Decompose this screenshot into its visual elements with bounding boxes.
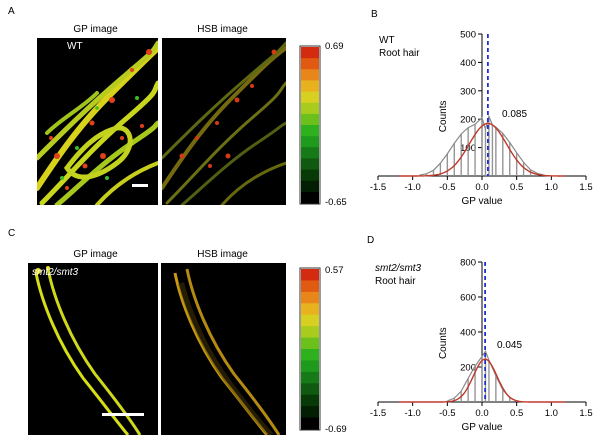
x-tick-label: 0.0 [475, 182, 488, 193]
x-axis-label: GP value [462, 196, 503, 207]
colorbar-segment [301, 371, 319, 384]
colorbar-segment [301, 47, 319, 59]
gaussian-fit-curve [398, 122, 566, 177]
label-root-hair-b: Root hair [379, 48, 420, 59]
label-root-hair-d: Root hair [375, 276, 416, 287]
colorbar-segment [301, 269, 319, 282]
gp-image-smt-graphic [34, 266, 142, 435]
colorbar-segment [301, 383, 319, 396]
colorbar-segment [301, 314, 319, 327]
colorbar-segment [301, 406, 319, 419]
scale-bar-a [132, 184, 148, 187]
panel-letter-b: B [371, 9, 378, 20]
hsb-image-wt [162, 38, 286, 205]
colorbar-segment [301, 80, 319, 93]
panel-letter-d: D [367, 235, 375, 246]
gp-image-wt-graphic [37, 40, 158, 205]
hsb-image-wt-graphic [162, 41, 286, 205]
x-tick-label: -1.5 [370, 408, 386, 419]
y-axis-label: Counts [438, 101, 449, 133]
y-tick-label: 400 [460, 328, 476, 339]
colorbar-segment [301, 349, 319, 362]
panel-letter-c: C [8, 228, 16, 239]
hsb-image-smt [161, 263, 286, 435]
hsb-image-title-a: HSB image [197, 24, 248, 35]
histogram-d: -1.5 -1.0 -0.5 0.0 0.5 1.0 1.5 200 400 600 800 GP v… [370, 258, 593, 434]
label-smt-d: smt2/smt3 [375, 263, 422, 274]
y-tick-label: 200 [460, 115, 476, 126]
colorbar-segment [301, 113, 319, 126]
x-tick-label: -0.5 [439, 182, 455, 193]
x-tick-label: 0.5 [510, 182, 523, 193]
y-tick-label: 600 [460, 293, 476, 304]
x-tick-label: 1.5 [579, 182, 592, 193]
colorbar-segment [301, 394, 319, 407]
x-tick-label: 0.5 [510, 408, 523, 419]
colorbar-segment [301, 360, 319, 373]
colorbar-segment [301, 102, 319, 115]
mean-annotation-d: 0.045 [497, 340, 523, 351]
y-tick-label: 300 [460, 86, 476, 97]
sample-label-wt: WT [67, 41, 83, 52]
colorbar-segment [301, 158, 319, 171]
colorbar-segment [301, 136, 319, 148]
mean-annotation-b: 0.085 [502, 109, 528, 120]
panel-letter-a: A [8, 6, 15, 17]
histogram-b: -1.5-1.0-0.50.00.51.01.5100200300400500G… [370, 30, 593, 208]
colorbar-segment [301, 291, 319, 304]
hsb-image-smt-graphic [173, 268, 281, 435]
colorbar-segment [301, 125, 319, 137]
colorbar-segment [301, 280, 319, 293]
colorbar-segment [301, 91, 319, 104]
label-wt-b: WT [379, 35, 395, 46]
gaussian-fit-curve [398, 358, 566, 403]
colorbar-segment [301, 69, 319, 82]
x-tick-label: 0.0 [475, 408, 488, 419]
x-tick-label: -1.0 [404, 182, 420, 193]
colorbar-min-a: -0.65 [325, 197, 347, 208]
colorbar-segment [301, 303, 319, 316]
colorbar-segment [301, 147, 319, 160]
sample-label-smt: smt2/smt3 [32, 267, 79, 278]
x-tick-label: -1.0 [404, 408, 420, 419]
colorbar-segment [301, 169, 319, 182]
y-tick-label: 800 [460, 258, 476, 269]
colorbar-segment [301, 58, 319, 70]
x-axis-label: GP value [462, 422, 503, 433]
y-axis-label: Counts [438, 327, 449, 359]
gp-image-smt: smt2/smt3 [28, 263, 158, 435]
x-tick-label: 1.5 [579, 408, 592, 419]
colorbar-segment [301, 191, 319, 204]
y-tick-label: 400 [460, 58, 476, 69]
y-tick-label: 200 [460, 363, 476, 374]
colorbar-segment [301, 180, 319, 193]
colorbar-segment [301, 417, 319, 430]
colorbar-max-c: 0.57 [325, 265, 344, 276]
gp-image-wt: WT [37, 38, 158, 205]
x-tick-label: 1.0 [545, 182, 558, 193]
colorbar-max-a: 0.69 [325, 41, 344, 52]
gp-image-title-a: GP image [73, 24, 118, 35]
x-tick-label: -0.5 [439, 408, 455, 419]
colorbar-a [299, 45, 321, 205]
x-tick-label: 1.0 [545, 408, 558, 419]
scale-bar-c [102, 413, 144, 416]
colorbar-segment [301, 337, 319, 350]
colorbar-min-c: -0.69 [325, 424, 347, 435]
y-tick-label: 500 [460, 30, 476, 41]
hsb-image-title-c: HSB image [197, 249, 248, 260]
colorbar-segment [301, 326, 319, 339]
gp-image-title-c: GP image [73, 249, 118, 260]
colorbar-c [299, 267, 321, 431]
x-tick-label: -1.5 [370, 182, 386, 193]
